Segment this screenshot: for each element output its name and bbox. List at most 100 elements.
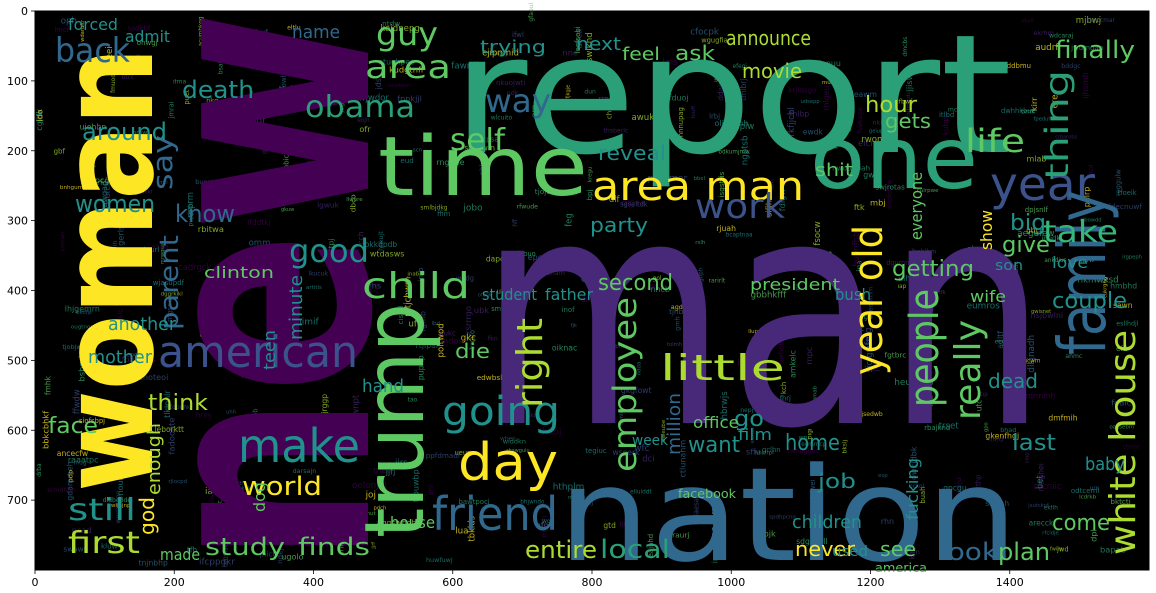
background-word: rarirlt bbox=[709, 278, 726, 285]
background-word: bmk bbox=[1021, 108, 1035, 116]
background-word: thftoj bbox=[539, 427, 561, 437]
background-word: hddf bbox=[232, 481, 244, 487]
background-word: cokbebc bbox=[833, 324, 864, 333]
word-little: little bbox=[660, 348, 785, 389]
background-word: pmw bbox=[132, 130, 147, 137]
background-word: bkofje bbox=[76, 310, 92, 316]
background-word: nbkeodl bbox=[478, 148, 486, 175]
background-word: hmbhd bbox=[1110, 282, 1137, 291]
background-word: gpcgu bbox=[943, 484, 967, 493]
background-word: gkgfowt bbox=[621, 386, 652, 395]
background-word: bapfcbrw bbox=[886, 180, 893, 209]
word-die: die bbox=[455, 339, 490, 363]
background-word: wfc bbox=[634, 444, 649, 454]
background-word: fdecnuwf bbox=[1108, 202, 1142, 211]
background-word: ecmmcp bbox=[801, 442, 827, 448]
background-word: srifmh bbox=[985, 499, 1009, 508]
word-look: look bbox=[940, 538, 998, 566]
background-word: tolmh bbox=[667, 342, 682, 348]
word-year: year bbox=[990, 157, 1095, 211]
background-word: lgwuk bbox=[317, 201, 339, 210]
word-office: office bbox=[693, 413, 739, 432]
background-word: darsajn bbox=[293, 467, 317, 475]
word-local: local bbox=[600, 535, 670, 565]
word-president: president bbox=[750, 275, 840, 294]
word-never: never bbox=[795, 537, 856, 561]
background-word: anl bbox=[427, 485, 435, 495]
background-word: ktohp bbox=[378, 462, 398, 470]
background-word: eumros bbox=[967, 302, 1001, 312]
background-word: udsepp bbox=[801, 99, 821, 105]
background-word: tao bbox=[408, 397, 418, 403]
background-word: ujohbn bbox=[80, 123, 107, 132]
background-word: kaidnepg bbox=[380, 24, 420, 34]
background-word: buest bbox=[195, 178, 214, 186]
background-word: jjisw bbox=[904, 73, 914, 92]
background-word: mbbbs bbox=[568, 495, 586, 501]
background-word: bet bbox=[1034, 475, 1044, 489]
background-word: kedondf bbox=[231, 116, 267, 126]
background-word: lctlsj bbox=[603, 139, 615, 145]
background-word: eltlu bbox=[287, 25, 301, 32]
background-word: btopuhk bbox=[166, 405, 191, 411]
background-word: twnbggnc bbox=[788, 448, 820, 455]
background-word: hhkhpf bbox=[755, 450, 775, 456]
background-word: ulhkkbu bbox=[898, 274, 929, 283]
background-word: oelonjol bbox=[352, 481, 387, 491]
background-word: mutjrggp bbox=[320, 394, 329, 429]
background-word: poh bbox=[511, 333, 522, 339]
word-mother: mother bbox=[88, 347, 153, 368]
background-word: wtwoskpl bbox=[210, 197, 251, 207]
background-word: slkius bbox=[152, 244, 168, 250]
background-word: ptgsc bbox=[249, 500, 259, 524]
word-big: big bbox=[1010, 211, 1046, 236]
background-word: entui bbox=[290, 414, 312, 424]
background-word: uue bbox=[1093, 274, 1108, 284]
background-word: pkwefctw bbox=[102, 176, 112, 215]
background-word: sdtjeawm bbox=[840, 90, 877, 99]
background-word: wedg bbox=[456, 274, 474, 282]
background-word: edwbsbic bbox=[477, 373, 511, 382]
background-word: wdaruftr bbox=[80, 19, 86, 42]
background-word: lua bbox=[455, 527, 468, 537]
word-fucking: fucking bbox=[903, 458, 922, 520]
background-word: laiwei bbox=[809, 480, 817, 499]
background-word: cukrghg bbox=[1103, 277, 1109, 298]
background-word: hbrwjs bbox=[720, 391, 730, 420]
background-word: dggrklkl bbox=[161, 292, 184, 298]
background-word: oant bbox=[815, 249, 832, 258]
background-word: nfp bbox=[536, 521, 549, 530]
word-couple: couple bbox=[1052, 289, 1127, 314]
background-word: bddgc bbox=[1061, 63, 1081, 70]
background-word: eje bbox=[743, 368, 752, 375]
background-word: hkmwksd bbox=[1078, 276, 1119, 286]
background-word: dru bbox=[581, 295, 594, 304]
background-word: adltf bbox=[996, 331, 1005, 349]
background-word: rwom bbox=[861, 135, 885, 145]
background-word: oaekhk bbox=[231, 486, 252, 492]
word-dead: dead bbox=[988, 369, 1038, 393]
background-word: ijhsmh bbox=[1081, 72, 1090, 99]
background-word: ancecfw bbox=[57, 449, 88, 458]
background-word: ujkhi bbox=[352, 441, 358, 453]
background-word: ekrhm bbox=[1033, 29, 1053, 37]
word-way: way bbox=[485, 82, 551, 120]
background-word: mem bbox=[373, 466, 395, 476]
background-word: fkn bbox=[488, 336, 498, 343]
background-word: dci bbox=[642, 455, 655, 465]
y-tick-label: 700 bbox=[7, 494, 28, 507]
background-word: fswkagw bbox=[857, 107, 864, 133]
background-word: dlf bbox=[609, 194, 621, 204]
word-area-man: area man bbox=[592, 164, 804, 210]
background-word: ctgjsouo bbox=[508, 250, 536, 258]
background-word: ijrs bbox=[395, 458, 408, 468]
background-word: lfegoph bbox=[698, 267, 704, 289]
background-word: mjbwj bbox=[1076, 16, 1101, 26]
background-word: praurj bbox=[667, 531, 689, 540]
background-word: jtcki bbox=[315, 353, 329, 359]
background-word: fegw bbox=[345, 256, 363, 265]
background-word: okkdpdb bbox=[365, 240, 398, 249]
word-plan: plan bbox=[998, 538, 1050, 566]
background-word: whnnupag bbox=[677, 107, 685, 143]
